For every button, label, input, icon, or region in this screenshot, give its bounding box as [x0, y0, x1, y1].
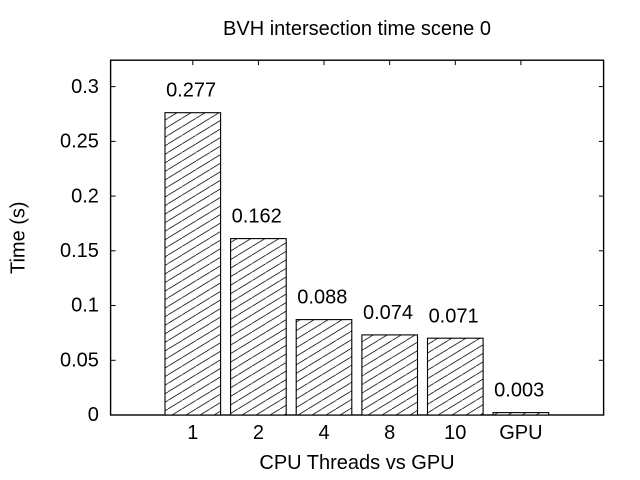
svg-text:0.074: 0.074	[363, 302, 413, 324]
svg-text:0.2: 0.2	[71, 185, 99, 207]
svg-text:0: 0	[88, 404, 99, 426]
svg-text:0.088: 0.088	[297, 287, 347, 309]
svg-text:0.003: 0.003	[494, 380, 544, 402]
svg-text:CPU Threads vs GPU: CPU Threads vs GPU	[259, 452, 454, 474]
svg-text:0.3: 0.3	[71, 76, 99, 98]
svg-text:0.05: 0.05	[60, 350, 99, 372]
svg-text:1: 1	[187, 422, 198, 444]
svg-text:BVH intersection time scene 0: BVH intersection time scene 0	[223, 18, 491, 40]
svg-text:0.071: 0.071	[429, 305, 479, 327]
svg-text:2: 2	[253, 422, 264, 444]
svg-text:8: 8	[384, 422, 395, 444]
svg-text:GPU: GPU	[499, 422, 542, 444]
svg-text:0.15: 0.15	[60, 240, 99, 262]
svg-text:0.1: 0.1	[71, 295, 99, 317]
svg-text:Time (s): Time (s)	[8, 201, 30, 274]
svg-text:0.162: 0.162	[232, 206, 282, 228]
svg-text:10: 10	[444, 422, 466, 444]
svg-text:0.25: 0.25	[60, 131, 99, 153]
svg-text:4: 4	[318, 422, 329, 444]
svg-text:0.277: 0.277	[166, 80, 216, 102]
